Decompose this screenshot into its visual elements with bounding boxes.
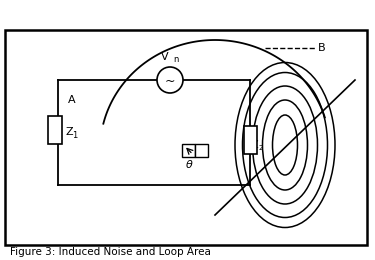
Text: Z: Z [65, 127, 73, 137]
Text: Z: Z [252, 140, 259, 150]
Bar [195, 144, 208, 157]
Text: 1: 1 [72, 131, 77, 140]
Text: 2: 2 [259, 145, 263, 151]
Text: θ: θ [186, 159, 192, 170]
Text: Figure 3: Induced Noise and Loop Area: Figure 3: Induced Noise and Loop Area [10, 247, 211, 257]
Bar [182, 144, 195, 157]
Text: n: n [173, 55, 178, 64]
Text: ~: ~ [165, 75, 175, 88]
Circle shape [157, 67, 183, 93]
Bar [48, 116, 62, 144]
Text: B: B [318, 43, 326, 53]
Bar [5, 30, 367, 245]
Text: A: A [68, 95, 76, 105]
Text: V: V [161, 52, 169, 62]
Bar [243, 126, 256, 154]
